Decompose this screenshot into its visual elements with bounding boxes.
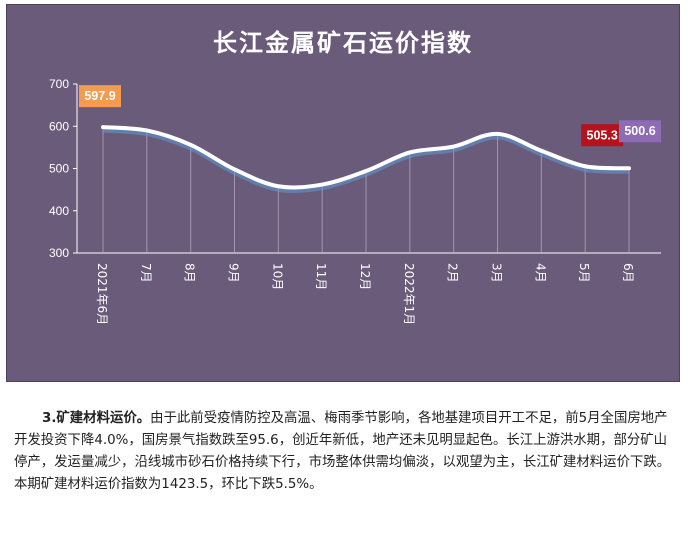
- y-tick-label: 400: [49, 204, 69, 218]
- callout-label: 597.9: [84, 89, 115, 103]
- article-paragraph: 3.矿建材料运价。由于此前受疫情防控及高温、梅雨季节影响，各地基建项目开工不足，…: [14, 408, 678, 496]
- line-chart: 300 400 500 600 700 2021年6月 7月 8月 9月 10月 11月 12月 202…: [49, 77, 661, 325]
- callout-box: [619, 120, 661, 143]
- article-body: 由于此前受疫情防控及高温、梅雨季节影响，各地基建项目开工不足，前5月全国房地产开…: [14, 411, 671, 492]
- x-tick-label: 12月: [358, 263, 372, 290]
- x-tick-label: 3月: [490, 263, 504, 283]
- y-tick-label: 700: [49, 77, 69, 91]
- y-tick-label: 500: [49, 162, 69, 176]
- y-tick-label: 600: [49, 119, 69, 133]
- callout-box: [79, 85, 121, 108]
- x-tick-label: 8月: [183, 263, 197, 283]
- x-tick-label: 7月: [139, 263, 153, 283]
- x-tick-label: 4月: [533, 263, 547, 283]
- chart-title: 长江金属矿石运价指数: [213, 28, 473, 57]
- series-line: [101, 125, 631, 190]
- x-tick-label: 9月: [227, 263, 241, 283]
- y-tick-label: 300: [49, 246, 69, 260]
- x-tick-label: 2月: [446, 263, 460, 283]
- callout-label: 500.6: [624, 124, 655, 138]
- callout-label: 505.3: [587, 128, 618, 142]
- x-tick-label: 11月: [314, 263, 328, 290]
- article-heading: 3.矿建材料运价。: [42, 411, 151, 426]
- x-tick-label: 5月: [577, 263, 591, 283]
- x-tick-label: 10月: [270, 263, 284, 290]
- chart-panel: 长江金属矿石运价指数 300 400 500 600 700 2021年6月 7月 8月 9月 1…: [6, 4, 680, 382]
- x-tick-label: 6月: [621, 263, 635, 283]
- x-tick-label: 2021年6月: [95, 263, 109, 325]
- callout-box: [581, 124, 624, 147]
- x-tick-label: 2022年1月: [402, 263, 416, 325]
